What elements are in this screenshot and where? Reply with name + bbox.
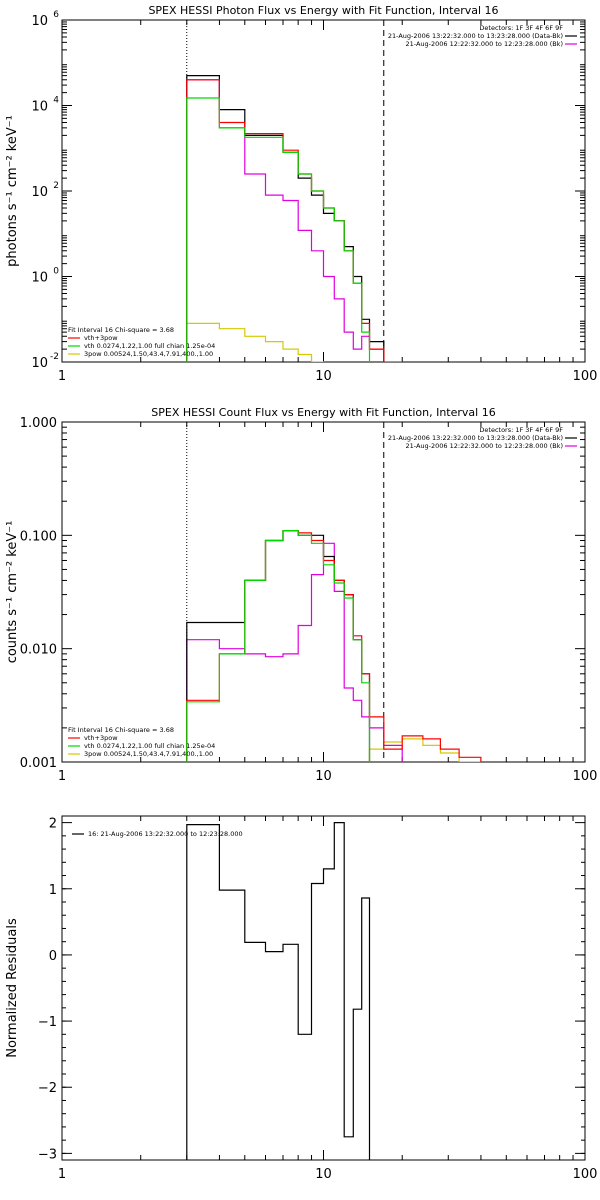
legend-text: 21-Aug-2006 12:22:32.000 to 12:23:28.000… <box>406 40 563 48</box>
chart-2: SPEX HESSI Count Flux vs Energy with Fit… <box>5 406 597 784</box>
x-tick-label: 10 <box>315 769 332 784</box>
y-tick-label: 10 <box>31 271 48 286</box>
y-tick-label: −2 <box>38 1081 57 1096</box>
y-tick-label: 2 <box>49 817 57 832</box>
y-tick-exponent: 0 <box>53 267 59 277</box>
y-tick-label: 0.100 <box>20 529 57 544</box>
y-tick-label: 10 <box>31 356 48 371</box>
plot-frame <box>61 421 586 763</box>
series-magenta-line <box>186 79 403 362</box>
series-black-line <box>186 75 385 362</box>
fit-legend-text: vth 0.0274,1.22,1.00 full chian 1.25e-04 <box>84 342 215 350</box>
series-green-line <box>186 530 371 762</box>
x-tick-label: 100 <box>573 369 598 384</box>
legend-text: Detectors: 1F 3F 4F 6F 9F <box>479 24 563 32</box>
series-yellow-line <box>368 738 481 762</box>
chart-3: 1 10 100 −3 −2 −1 0 1 2 Normalized Residuals 16: 2… <box>5 815 598 1182</box>
y-tick-label: 1 <box>49 883 57 898</box>
y-tick-label: 0.001 <box>20 756 57 771</box>
series-red-line <box>186 79 482 362</box>
x-tick-label: 100 <box>573 1167 598 1182</box>
y-tick-label: 10 <box>31 100 48 115</box>
y-tick-label: 1.000 <box>20 416 57 431</box>
plot-frame <box>61 815 586 1161</box>
legend-text: Detectors: 1F 3F 4F 6F 9F <box>479 426 563 434</box>
chart-title: SPEX HESSI Count Flux vs Energy with Fit… <box>151 406 495 419</box>
fit-header: Fit Interval 16 Chi-square = 3.68 <box>68 726 174 734</box>
y-tick-exponent: -2 <box>50 352 59 362</box>
legend-text: 21-Aug-2006 12:22:32.000 to 12:23:28.000… <box>406 442 563 450</box>
fit-legend-text: vth 0.0274,1.22,1.00 full chian 1.25e-04 <box>84 742 215 750</box>
series-black-line <box>186 530 371 762</box>
x-tick-label: 1 <box>58 769 66 784</box>
y-tick-label: 0.010 <box>20 643 57 658</box>
series-yellow-line <box>186 322 482 362</box>
fit-legend-text: 3pow 0.00524,1.50,43.4,7.91,400.,1.00 <box>84 750 213 758</box>
fit-legend-text: vth+3pow <box>84 334 118 342</box>
series-black-line <box>186 822 371 1160</box>
x-tick-label: 1 <box>58 369 66 384</box>
y-axis-label: photons s⁻¹ cm⁻² keV⁻¹ <box>5 115 20 267</box>
y-tick-label: 0 <box>49 949 57 964</box>
y-tick-exponent: 4 <box>53 96 59 106</box>
y-tick-label: −3 <box>38 1147 57 1162</box>
x-tick-label: 10 <box>315 1167 332 1182</box>
fit-header: Fit Interval 16 Chi-square = 3.68 <box>68 326 174 334</box>
chart-1: SPEX HESSI Photon Flux vs Energy with Fi… <box>5 4 597 384</box>
y-axis-label: Normalized Residuals <box>5 918 20 1058</box>
x-tick-label: 10 <box>315 369 332 384</box>
y-tick-exponent: 2 <box>53 181 59 191</box>
y-axis-label: counts s⁻¹ cm⁻² keV⁻¹ <box>5 521 20 664</box>
x-tick-label: 100 <box>573 769 598 784</box>
legend-text: 16: 21-Aug-2006 13:22:32.000 to 12:23:28… <box>88 830 243 838</box>
fit-legend-text: 3pow 0.00524,1.50,43.4,7.91,400.,1.00 <box>84 350 213 358</box>
fit-legend-text: vth+3pow <box>84 734 118 742</box>
y-tick-exponent: 6 <box>53 10 59 20</box>
y-tick-label: 10 <box>31 14 48 29</box>
legend-text: 21-Aug-2006 13:22:32.000 to 13:23:28.000… <box>388 32 563 40</box>
series-green-line <box>186 97 385 362</box>
y-tick-label: 10 <box>31 185 48 200</box>
x-tick-label: 1 <box>58 1167 66 1182</box>
chart-title: SPEX HESSI Photon Flux vs Energy with Fi… <box>148 4 498 17</box>
legend-text: 21-Aug-2006 13:22:32.000 to 13:23:28.000… <box>388 434 563 442</box>
y-tick-label: −1 <box>38 1015 57 1030</box>
